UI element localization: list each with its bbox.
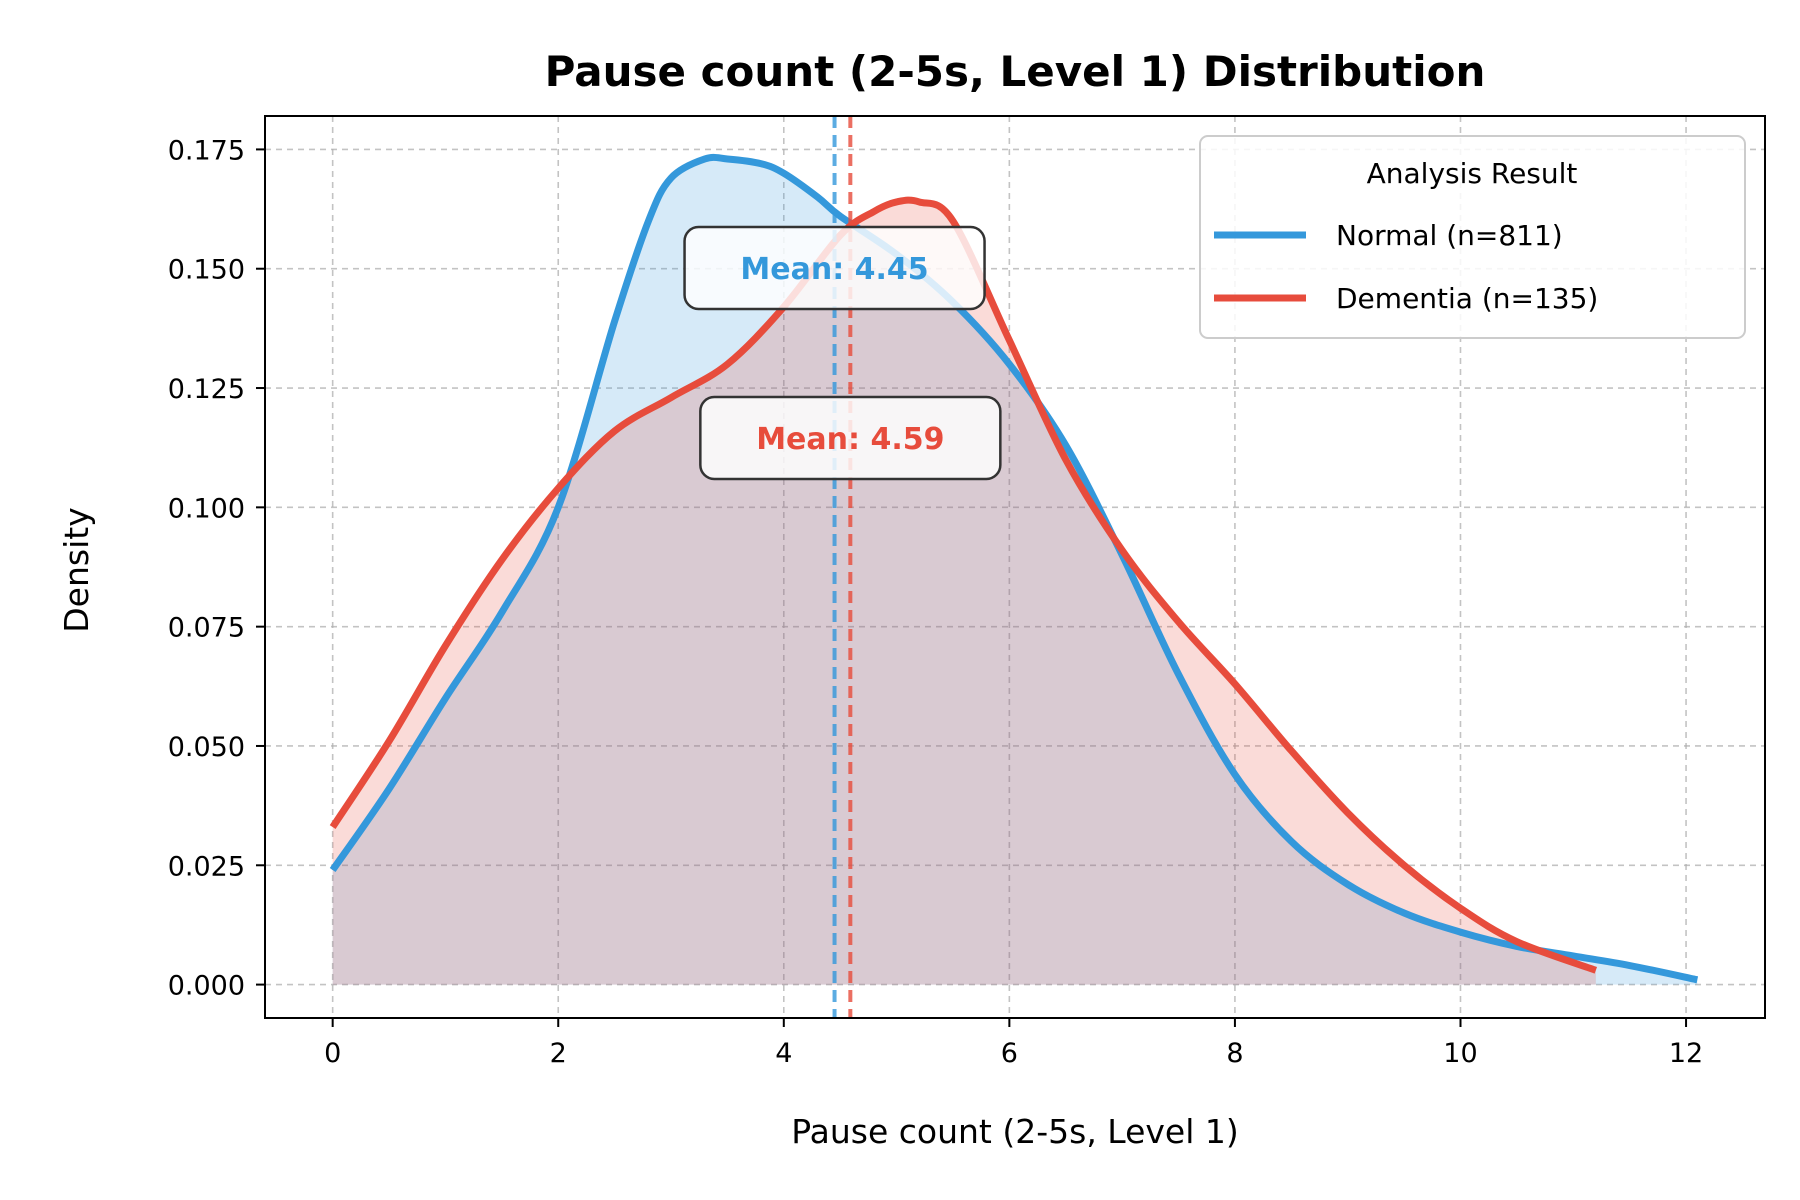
chart-title: Pause count (2-5s, Level 1) Distribution (545, 47, 1486, 96)
mean-annotations: Mean: 4.45 Mean: 4.59 (683, 225, 1002, 481)
y-tick-label: 0.125 (168, 374, 245, 405)
x-tick-label: 0 (324, 1038, 341, 1069)
y-tick-label: 0.075 (168, 613, 245, 644)
x-tick-label: 12 (1669, 1038, 1703, 1069)
normal-mean-label: Mean: 4.45 (740, 252, 928, 287)
legend-box (1199, 135, 1746, 339)
mean-lines (832, 116, 853, 1018)
dementia-mean-box (699, 395, 1002, 481)
y-tick-label: 0.000 (168, 971, 245, 1002)
x-tick-label: 2 (550, 1038, 567, 1069)
legend: Analysis Result Normal (n=811) Dementia … (1199, 135, 1746, 339)
y-tick-label: 0.150 (168, 255, 245, 286)
x-tick-label: 4 (775, 1038, 792, 1069)
x-tick-label: 10 (1443, 1038, 1477, 1069)
x-axis-label: Pause count (2-5s, Level 1) (791, 1112, 1239, 1151)
y-tick-label: 0.050 (168, 732, 245, 763)
legend-label-dementia: Dementia (n=135) (1336, 282, 1598, 315)
axis-ticks: 0 2 4 6 8 10 12 0.000 0.025 0.050 0.075 0.100 0.125 0… (168, 135, 1704, 1069)
x-tick-label: 6 (1001, 1038, 1018, 1069)
plot-frame (264, 115, 1766, 1019)
normal-mean-box (683, 225, 986, 311)
normal-density-fill (332, 157, 1698, 985)
density-fills (332, 157, 1698, 985)
dementia-mean-label: Mean: 4.59 (756, 422, 944, 457)
dementia-density-fill (332, 200, 1596, 985)
legend-label-normal: Normal (n=811) (1336, 219, 1563, 252)
dementia-density-line (329, 196, 1598, 974)
y-tick-label: 0.175 (168, 135, 245, 166)
grid-lines (265, 116, 1765, 1018)
x-tick-label: 8 (1226, 1038, 1243, 1069)
y-tick-label: 0.025 (168, 851, 245, 882)
legend-title: Analysis Result (1367, 157, 1578, 190)
y-tick-label: 0.100 (168, 493, 245, 524)
y-axis-label: Density (57, 507, 96, 632)
